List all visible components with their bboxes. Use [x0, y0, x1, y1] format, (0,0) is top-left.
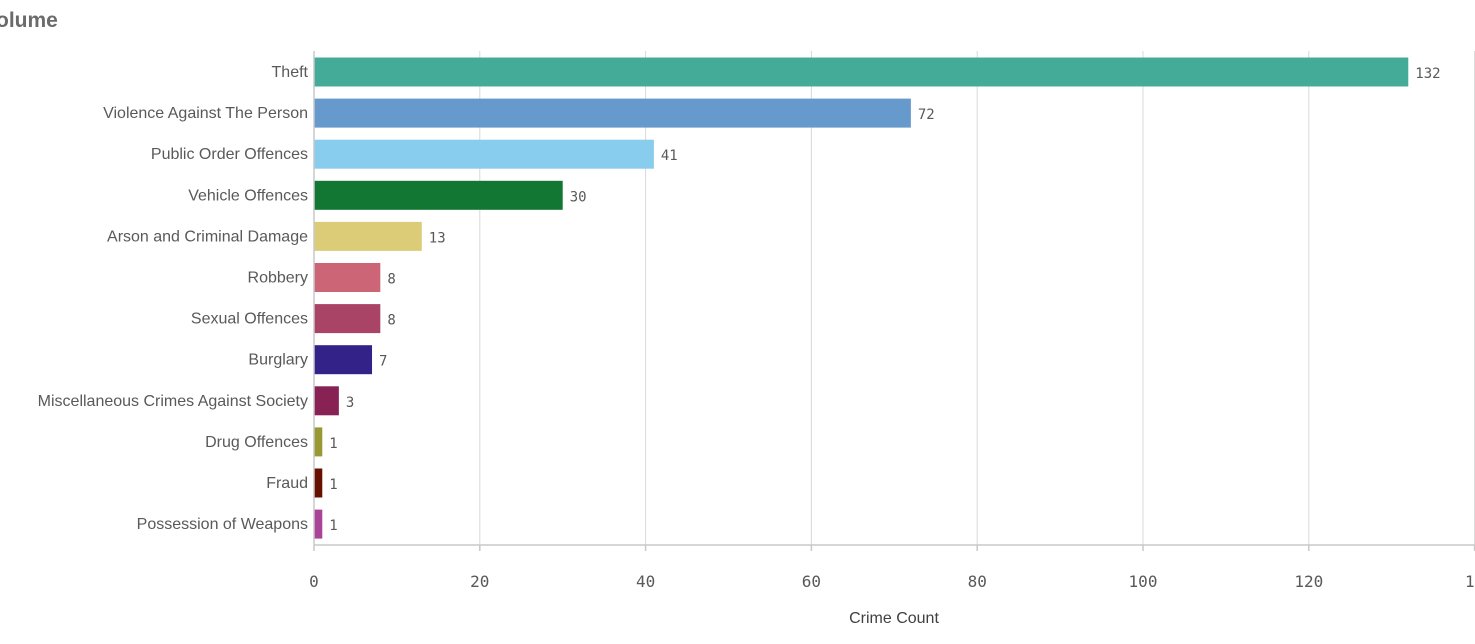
- bar[interactable]: [314, 221, 422, 251]
- x-tick-label: 20: [470, 572, 489, 591]
- x-tick-label: 100: [1129, 572, 1158, 591]
- category-label: Fraud: [266, 475, 308, 492]
- bar[interactable]: [314, 345, 373, 375]
- category-label: Theft: [272, 64, 309, 81]
- category-label: Robbery: [248, 270, 308, 287]
- value-label: 8: [387, 313, 395, 329]
- x-tick-label: 14: [1465, 572, 1475, 591]
- bar[interactable]: [314, 263, 381, 292]
- category-label: Burglary: [248, 352, 308, 369]
- bars: [314, 57, 1409, 539]
- bar[interactable]: [314, 427, 323, 457]
- x-tick-label: 80: [968, 572, 987, 591]
- value-label: 72: [918, 107, 935, 123]
- bar[interactable]: [314, 139, 654, 169]
- x-tick-label: 0: [309, 572, 319, 591]
- x-tick-label: 60: [802, 572, 821, 591]
- x-tick-label: 40: [636, 572, 655, 591]
- category-label: Sexual Offences: [191, 311, 308, 328]
- value-label: 30: [570, 189, 587, 205]
- x-axis-title: Crime Count: [849, 610, 939, 627]
- value-label: 7: [379, 354, 387, 370]
- category-label: Violence Against The Person: [103, 105, 308, 122]
- bar[interactable]: [314, 386, 339, 416]
- category-label: Drug Offences: [205, 434, 308, 451]
- category-label: Vehicle Offences: [188, 187, 308, 204]
- x-axis-ticks: 0 20 40 60 80 100 120 14: [309, 545, 1475, 591]
- bar[interactable]: [314, 468, 323, 498]
- bar[interactable]: [314, 98, 911, 128]
- value-labels: 132 72 41 30 13 8 8 7 3 1 1 1: [329, 66, 1440, 534]
- category-label: Arson and Criminal Damage: [107, 228, 308, 245]
- category-label: Public Order Offences: [151, 146, 308, 163]
- bar[interactable]: [314, 304, 381, 334]
- value-label: 8: [387, 272, 395, 288]
- value-label: 3: [346, 395, 354, 411]
- bar[interactable]: [314, 180, 563, 210]
- value-label: 1: [329, 518, 337, 534]
- category-labels: Theft Violence Against The Person Public O…: [38, 64, 309, 533]
- bar[interactable]: [314, 57, 1409, 87]
- chart-title: olume: [0, 9, 58, 32]
- value-label: 13: [429, 230, 446, 246]
- value-label: 132: [1415, 66, 1440, 82]
- x-tick-label: 120: [1294, 572, 1323, 591]
- category-label: Possession of Weapons: [137, 516, 308, 533]
- bar[interactable]: [314, 509, 323, 539]
- value-label: 41: [661, 148, 678, 164]
- category-label: Miscellaneous Crimes Against Society: [38, 393, 308, 410]
- value-label: 1: [329, 436, 337, 452]
- value-label: 1: [329, 477, 337, 493]
